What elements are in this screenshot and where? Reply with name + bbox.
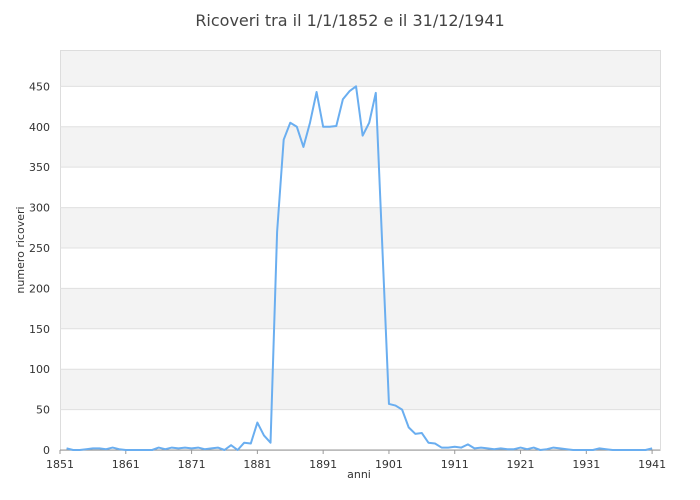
y-tick-label: 100 bbox=[29, 363, 50, 376]
y-tick-label: 450 bbox=[29, 80, 50, 93]
x-tick-label: 1921 bbox=[507, 458, 535, 471]
grid-band bbox=[60, 369, 660, 410]
x-tick-label: 1911 bbox=[441, 458, 469, 471]
grid-band bbox=[60, 126, 660, 168]
series-line bbox=[66, 85, 653, 451]
y-tick-label: 350 bbox=[29, 161, 50, 174]
y-tick-label: 300 bbox=[29, 202, 50, 215]
y-tick-label: 0 bbox=[43, 444, 50, 457]
x-tick-label: 1931 bbox=[572, 458, 600, 471]
x-tick-label: 1861 bbox=[112, 458, 140, 471]
chart-title: Ricoveri tra il 1/1/1852 e il 31/12/1941 bbox=[195, 11, 505, 30]
x-tick-label: 1901 bbox=[375, 458, 403, 471]
y-tick-label: 150 bbox=[29, 323, 50, 336]
x-tick-label: 1941 bbox=[638, 458, 666, 471]
y-axis-label: numero ricoveri bbox=[14, 206, 27, 293]
grid-band bbox=[60, 50, 660, 87]
grid-band bbox=[60, 207, 660, 248]
x-axis-label: anni bbox=[347, 468, 371, 481]
y-tick-label: 50 bbox=[36, 404, 50, 417]
x-tick-label: 1891 bbox=[309, 458, 337, 471]
grid-band bbox=[60, 288, 660, 329]
y-tick-label: 200 bbox=[29, 282, 50, 295]
x-tick-label: 1881 bbox=[243, 458, 271, 471]
y-tick-label: 250 bbox=[29, 242, 50, 255]
x-tick-label: 1871 bbox=[178, 458, 206, 471]
x-tick-label: 1851 bbox=[46, 458, 74, 471]
y-tick-label: 400 bbox=[29, 121, 50, 134]
